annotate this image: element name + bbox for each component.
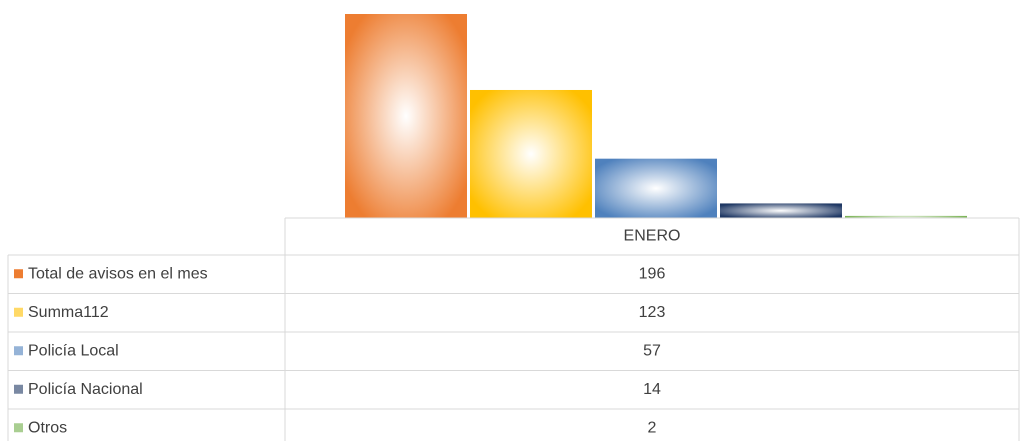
bar xyxy=(720,203,842,218)
table-value: 196 xyxy=(639,265,666,282)
bar xyxy=(595,158,717,218)
legend-label: Otros xyxy=(28,419,67,436)
bar xyxy=(845,215,967,218)
category-label: ENERO xyxy=(624,228,681,245)
table-value: 14 xyxy=(643,381,661,398)
table-value: 57 xyxy=(643,342,661,359)
bar xyxy=(345,14,467,218)
legend-key xyxy=(14,423,23,433)
legend-key xyxy=(14,346,23,356)
legend-label: Policía Nacional xyxy=(28,381,143,398)
legend-key xyxy=(14,384,23,394)
bar xyxy=(470,89,592,219)
legend-key xyxy=(14,307,23,317)
legend-label: Total de avisos en el mes xyxy=(28,265,208,282)
legend-key xyxy=(14,269,23,279)
table-value: 2 xyxy=(648,419,657,436)
table-value: 123 xyxy=(639,304,666,321)
legend-label: Summa112 xyxy=(28,304,109,321)
legend-label: Policía Local xyxy=(28,342,119,359)
